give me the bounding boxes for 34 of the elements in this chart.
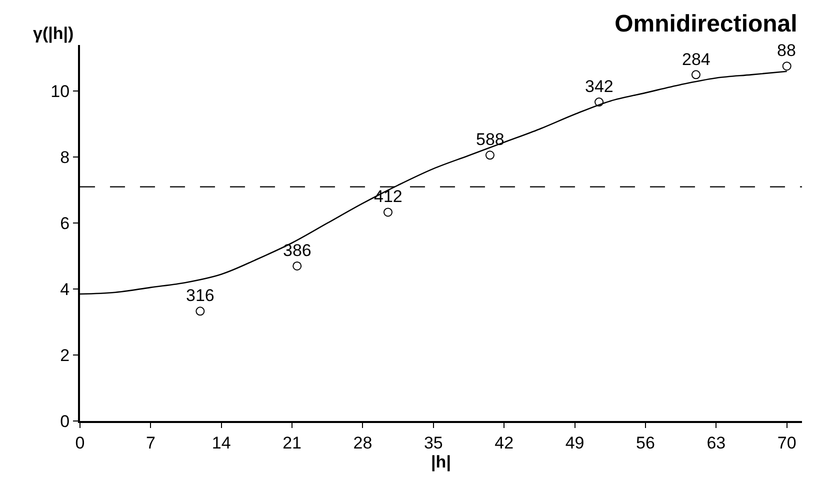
point (383, 208, 392, 217)
point (292, 261, 302, 270)
annotation: 316 (186, 286, 214, 305)
y-tick-label: 6 (60, 214, 70, 234)
y-tick-label: 8 (60, 148, 70, 168)
point (782, 62, 792, 71)
x-tick-label: 0 (75, 433, 85, 452)
x-tick-label: 56 (636, 433, 655, 452)
y-axis-title: γ(|h|) (33, 24, 74, 43)
y-tick-label: 0 (60, 412, 70, 431)
y-tick-label: 10 (50, 82, 70, 102)
point (196, 306, 205, 316)
x-tick-label: 7 (146, 433, 156, 452)
point (485, 150, 494, 160)
y-tick-label: 4 (60, 280, 70, 300)
annotation: 342 (585, 77, 614, 96)
x-axis-title: |h| (431, 452, 451, 472)
x-tick-label: 35 (424, 433, 443, 452)
annotation: 386 (283, 241, 312, 260)
x-tick-label: 63 (706, 433, 726, 452)
x-tick-label: 70 (777, 433, 796, 452)
x-tick-label: 42 (494, 433, 514, 452)
chart-title: Omnidirectional (614, 10, 798, 38)
annotation: 284 (682, 50, 710, 69)
x-tick-label: 49 (565, 433, 584, 452)
annotation: 88 (777, 41, 796, 60)
annotation: 412 (374, 187, 402, 206)
x-tick-label: 28 (353, 433, 372, 452)
x-tick-label: 21 (282, 433, 302, 452)
annotation: 588 (476, 130, 504, 149)
y-tick-label: 2 (60, 346, 70, 365)
x-tick-label: 14 (212, 433, 231, 452)
point (594, 98, 604, 107)
point (691, 70, 700, 80)
